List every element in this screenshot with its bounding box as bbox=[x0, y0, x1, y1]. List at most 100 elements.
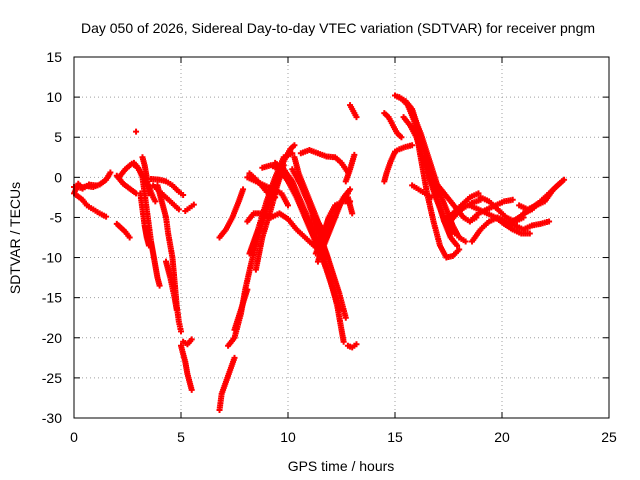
data-point bbox=[351, 151, 358, 158]
series-arc-10 bbox=[133, 128, 140, 135]
data-point bbox=[145, 190, 152, 197]
series-arc-36 bbox=[344, 194, 356, 217]
series-arc-20 bbox=[231, 286, 251, 333]
data-point bbox=[190, 201, 197, 208]
data-point bbox=[240, 186, 247, 193]
x-tick-label: 10 bbox=[280, 429, 296, 445]
series-arc-09 bbox=[137, 190, 152, 249]
series-arc-47 bbox=[441, 190, 482, 225]
data-point bbox=[347, 186, 354, 193]
data-point bbox=[152, 198, 159, 205]
series-arc-48 bbox=[443, 196, 484, 229]
data-point bbox=[103, 213, 110, 220]
y-tick-label: 10 bbox=[46, 89, 62, 105]
data-point bbox=[462, 238, 469, 245]
plot-frame bbox=[73, 56, 610, 419]
y-tick-label: -30 bbox=[42, 410, 62, 426]
series-arc-55 bbox=[509, 200, 542, 225]
data-point bbox=[285, 202, 291, 209]
data-point bbox=[244, 286, 251, 293]
data-point bbox=[451, 230, 458, 237]
data-point bbox=[126, 234, 133, 241]
x-axis-tick-labels: 0 5 10 15 20 25 bbox=[70, 429, 617, 445]
data-point bbox=[291, 142, 298, 149]
chart-title: Day 050 of 2026, Sidereal Day-to-day VTE… bbox=[81, 20, 595, 36]
series-arc-23 bbox=[246, 150, 296, 257]
data-point bbox=[178, 328, 184, 335]
data-point bbox=[145, 242, 152, 249]
data-point bbox=[92, 182, 99, 189]
axis-ticks bbox=[73, 56, 610, 419]
series-arc-04 bbox=[113, 220, 133, 241]
x-tick-label: 0 bbox=[70, 429, 78, 445]
x-tick-label: 25 bbox=[601, 429, 617, 445]
data-point bbox=[428, 194, 435, 201]
y-axis-tick-labels: -30 -25 -20 -15 -10 -5 0 5 10 15 bbox=[42, 49, 62, 426]
y-tick-label: -25 bbox=[42, 370, 62, 386]
series-arc-35 bbox=[342, 151, 358, 185]
x-tick-label: 5 bbox=[177, 429, 185, 445]
data-point bbox=[180, 191, 187, 198]
series-arc-38 bbox=[344, 341, 360, 351]
series-arc-40 bbox=[381, 110, 405, 141]
data-point bbox=[156, 282, 163, 289]
y-axis-label: SDTVAR / TECUs bbox=[7, 182, 23, 294]
data-point bbox=[175, 206, 182, 213]
data-point bbox=[535, 200, 542, 207]
data-point bbox=[231, 354, 238, 361]
y-tick-label: 0 bbox=[54, 169, 62, 185]
data-point bbox=[526, 230, 533, 237]
series-arc-33 bbox=[312, 198, 354, 257]
series-arc-18 bbox=[216, 354, 238, 413]
series-arc-08 bbox=[139, 154, 152, 197]
data-point bbox=[509, 196, 516, 203]
data-point bbox=[398, 134, 405, 141]
data-point bbox=[188, 386, 195, 393]
data-point bbox=[409, 142, 416, 149]
series-arc-26 bbox=[246, 170, 279, 201]
data-point bbox=[188, 336, 195, 343]
series-arc-51 bbox=[466, 202, 533, 237]
data-point bbox=[272, 194, 279, 201]
data-point bbox=[342, 314, 349, 321]
x-tick-label: 15 bbox=[387, 429, 403, 445]
data-point bbox=[353, 114, 360, 121]
data-point bbox=[349, 210, 356, 217]
data-point bbox=[133, 128, 140, 135]
y-tick-label: 15 bbox=[46, 49, 62, 65]
series-arc-34 bbox=[297, 147, 351, 176]
y-tick-label: 5 bbox=[54, 129, 62, 145]
series-arc-37 bbox=[347, 102, 360, 121]
series-arc-44 bbox=[400, 114, 458, 237]
y-tick-label: -5 bbox=[50, 209, 63, 225]
series-arc-16 bbox=[180, 336, 195, 348]
data-point bbox=[561, 176, 568, 183]
series-arc-21 bbox=[216, 186, 247, 241]
data-point bbox=[353, 341, 360, 348]
data-point bbox=[546, 218, 553, 225]
grid-lines bbox=[74, 57, 609, 418]
series-arc-39 bbox=[381, 142, 416, 185]
series-arc-45 bbox=[409, 182, 435, 201]
data-point bbox=[289, 150, 296, 157]
x-tick-label: 20 bbox=[494, 429, 510, 445]
series-arc-15 bbox=[178, 342, 195, 393]
y-tick-label: -10 bbox=[42, 250, 62, 266]
data-point bbox=[475, 190, 482, 197]
series-arc-17 bbox=[182, 201, 197, 215]
data-point bbox=[107, 169, 114, 176]
y-tick-label: -20 bbox=[42, 330, 62, 346]
series-arc-06 bbox=[113, 172, 140, 197]
data-point bbox=[340, 338, 347, 345]
data-point bbox=[454, 242, 461, 249]
x-axis-label: GPS time / hours bbox=[288, 458, 395, 474]
series-arc-03 bbox=[73, 191, 110, 220]
data-point bbox=[456, 246, 463, 253]
series-arc-28 bbox=[272, 159, 343, 313]
data-points bbox=[71, 92, 568, 413]
data-point bbox=[173, 306, 180, 313]
series-arc-11 bbox=[148, 175, 187, 198]
y-tick-label: -15 bbox=[42, 290, 62, 306]
series-arc-14 bbox=[163, 258, 180, 313]
